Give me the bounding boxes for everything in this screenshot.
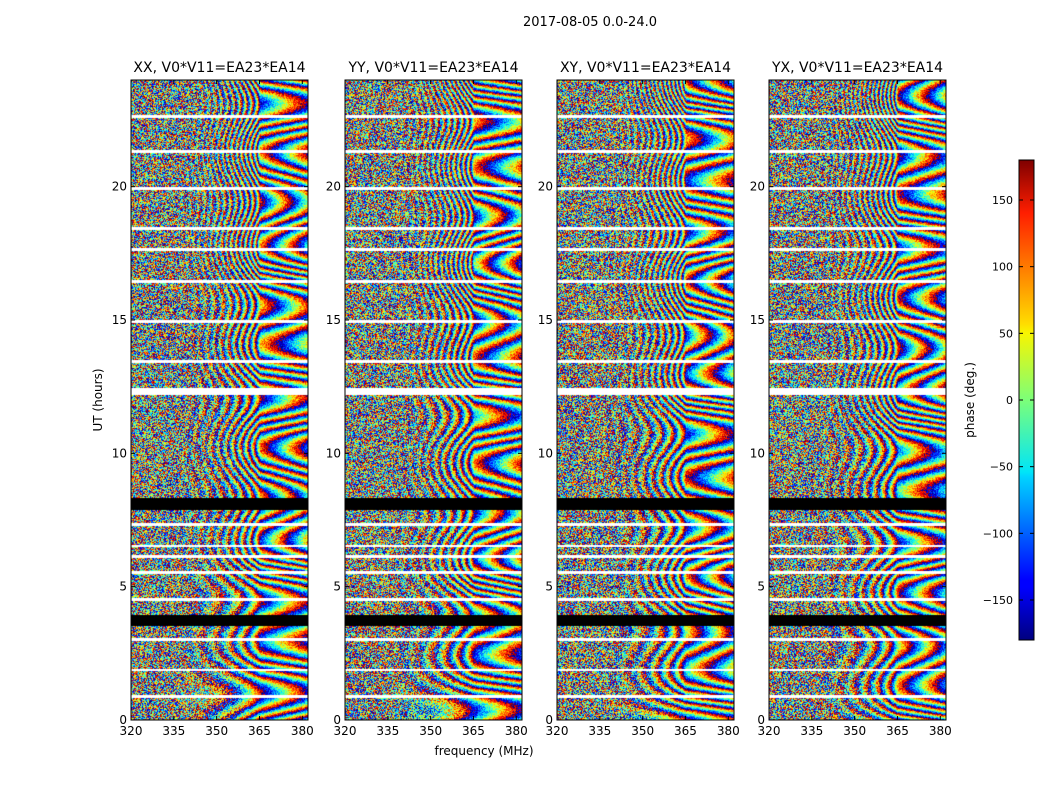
colorbar-tick-label: 50 — [999, 327, 1013, 340]
y-tick-label: 5 — [333, 580, 341, 594]
x-axis-label: frequency (MHz) — [434, 744, 533, 758]
y-tick-label: 5 — [757, 580, 765, 594]
x-tick-label: 365 — [886, 724, 909, 738]
y-tick-label: 20 — [112, 180, 127, 194]
x-tick-label: 350 — [205, 724, 228, 738]
y-tick-label: 0 — [757, 713, 765, 727]
figure-suptitle: 2017-08-05 0.0-24.0 — [523, 15, 657, 30]
x-tick-label: 320 — [758, 724, 781, 738]
y-tick-label: 20 — [326, 180, 341, 194]
y-tick-label: 10 — [326, 446, 341, 460]
panel-title: YY, V0*V11=EA23*EA14 — [347, 60, 518, 76]
y-tick-label: 15 — [326, 313, 341, 327]
x-tick-label: 380 — [291, 724, 314, 738]
x-tick-label: 380 — [717, 724, 740, 738]
panels: XX, V0*V11=EA23*EA14 320 335 350 365 380 0 5 10 1… — [112, 60, 952, 738]
y-tick-label: 15 — [750, 313, 765, 327]
y-tick-label: 5 — [119, 580, 127, 594]
panel-frame — [768, 79, 947, 721]
panel-4: YX, V0*V11=EA23*EA14 320 335 350 365 380 0 5 10 1… — [750, 60, 952, 738]
y-tick-label: 10 — [538, 446, 553, 460]
x-tick-label: 320 — [546, 724, 569, 738]
colorbar-tick-label: 150 — [992, 194, 1013, 207]
panel-title: XY, V0*V11=EA23*EA14 — [560, 60, 731, 76]
heatmap-image — [131, 80, 308, 720]
x-tick-label: 335 — [376, 724, 399, 738]
x-tick-label: 365 — [674, 724, 697, 738]
panel-3: XY, V0*V11=EA23*EA14 320 335 350 365 380 0 5 10 1… — [538, 60, 740, 738]
y-tick-label: 15 — [112, 313, 127, 327]
x-tick-label: 335 — [588, 724, 611, 738]
x-tick-label: 380 — [505, 724, 528, 738]
y-tick-label: 5 — [545, 580, 553, 594]
x-tick-label: 320 — [120, 724, 143, 738]
x-tick-label: 350 — [843, 724, 866, 738]
colorbar-label: phase (deg.) — [963, 362, 977, 438]
heatmap-image — [769, 80, 946, 720]
colorbar-tick-label: 100 — [992, 261, 1013, 274]
x-tick-label: 320 — [334, 724, 357, 738]
panel-frame — [130, 79, 309, 721]
x-tick-label: 350 — [419, 724, 442, 738]
colorbar: 150 100 50 0 −50 −100 −150 phase (deg.) — [963, 159, 1035, 641]
x-tick-label: 335 — [800, 724, 823, 738]
x-tick-label: 380 — [929, 724, 952, 738]
panel-frame — [344, 79, 523, 721]
colorbar-tick-label: 0 — [1006, 394, 1013, 407]
colorbar-ticks: 150 100 50 0 −50 −100 −150 — [983, 194, 1034, 607]
panel-frame — [556, 79, 735, 721]
colorbar-tick-label: −50 — [990, 461, 1013, 474]
panel-title: YX, V0*V11=EA23*EA14 — [771, 60, 943, 76]
x-tick-label: 365 — [248, 724, 271, 738]
y-tick-label: 0 — [545, 713, 553, 727]
y-tick-label: 15 — [538, 313, 553, 327]
panel-2: YY, V0*V11=EA23*EA14 320 335 350 365 380 0 5 10 1… — [326, 60, 528, 738]
y-tick-label: 20 — [538, 180, 553, 194]
x-tick-label: 365 — [462, 724, 485, 738]
y-tick-label: 20 — [750, 180, 765, 194]
y-tick-label: 0 — [119, 713, 127, 727]
x-tick-label: 350 — [631, 724, 654, 738]
y-axis-label: UT (hours) — [91, 368, 105, 431]
colorbar-tick-label: −150 — [983, 594, 1013, 607]
y-tick-label: 0 — [333, 713, 341, 727]
panel-title: XX, V0*V11=EA23*EA14 — [133, 60, 305, 76]
colorbar-tick-label: −100 — [983, 527, 1013, 540]
heatmap-image — [345, 80, 522, 720]
x-tick-label: 335 — [162, 724, 185, 738]
y-tick-label: 10 — [750, 446, 765, 460]
heatmap-image — [557, 80, 734, 720]
y-tick-label: 10 — [112, 446, 127, 460]
panel-1: XX, V0*V11=EA23*EA14 320 335 350 365 380 0 5 10 1… — [112, 60, 314, 738]
